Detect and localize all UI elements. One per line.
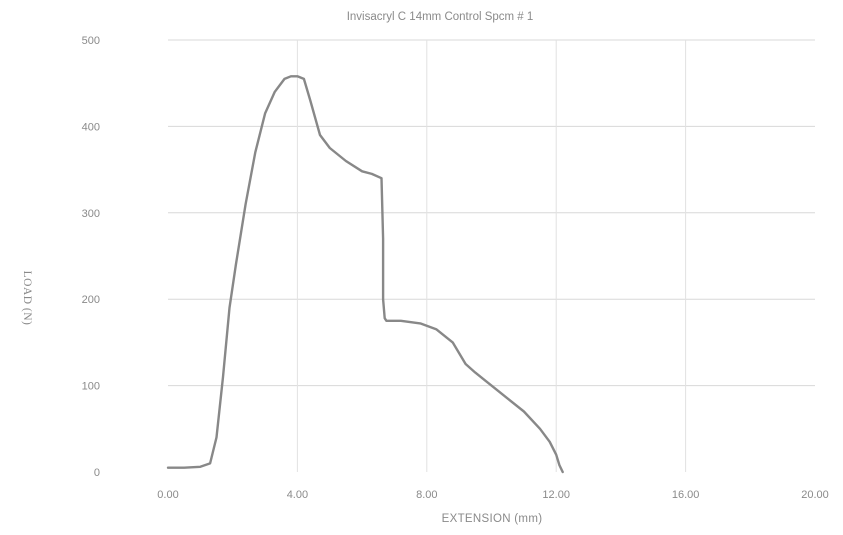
grid-lines <box>168 39 815 472</box>
x-axis-ticks: 0.00 4.00 8.00 12.00 16.00 20.00 <box>157 489 828 501</box>
y-tick-label: 100 <box>82 381 100 393</box>
series-group <box>166 75 564 474</box>
x-tick-label: 20.00 <box>801 489 829 501</box>
x-tick-label: 8.00 <box>416 489 437 501</box>
chart-title: Invisacryl C 14mm Control Spcm # 1 <box>347 11 534 23</box>
y-tick-label: 400 <box>82 121 100 133</box>
y-axis-ticks: 0 100 200 300 400 500 <box>82 35 100 479</box>
x-tick-label: 12.00 <box>542 489 570 501</box>
y-tick-label: 0 <box>94 467 100 479</box>
x-tick-label: 4.00 <box>287 489 308 501</box>
x-tick-label: 0.00 <box>157 489 178 501</box>
y-tick-label: 500 <box>82 35 100 47</box>
y-axis-label: LOAD (N) <box>21 271 33 326</box>
y-tick-label: 200 <box>82 294 100 306</box>
series-line-1 <box>166 75 564 474</box>
x-tick-label: 16.00 <box>672 489 700 501</box>
x-axis-label: EXTENSION (mm) <box>442 513 543 525</box>
y-tick-label: 300 <box>82 208 100 220</box>
